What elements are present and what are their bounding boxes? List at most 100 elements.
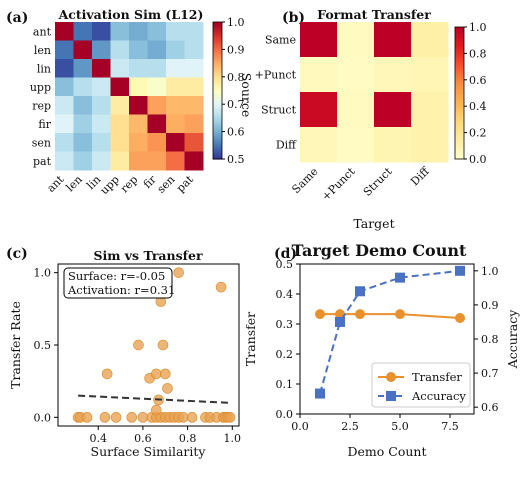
scatter-point — [126, 412, 138, 423]
heatmap-b — [300, 22, 449, 163]
colorbar-step — [455, 97, 464, 101]
colorbar-step — [213, 147, 222, 151]
heatmap-cell — [147, 40, 167, 60]
colorbar-step — [213, 131, 222, 135]
heatmap-cell — [147, 133, 167, 152]
colorbar-step — [455, 51, 464, 54]
colorbar-step — [455, 145, 464, 149]
row-label: lin — [37, 62, 51, 75]
heatmap-a-row-labels: ant len lin upp rep fir sen pat — [30, 25, 52, 168]
y-tick-label: 1.0 — [34, 267, 52, 280]
colorbar-step — [455, 46, 464, 50]
colorbar-a: 0.5 0.6 0.7 0.8 0.9 1.0 — [212, 16, 245, 166]
x-tick-label: 5.0 — [391, 420, 409, 433]
colorbar-step — [213, 145, 222, 149]
heatmap-cell — [166, 40, 185, 60]
colorbar-step — [213, 22, 222, 25]
colorbar-step — [455, 152, 464, 156]
colorbar-tick-label: 0.6 — [469, 74, 487, 87]
heatmap-cell — [55, 133, 74, 152]
colorbar-step — [213, 140, 222, 144]
heatmap-cell — [73, 40, 93, 60]
colorbar-step — [455, 84, 464, 87]
row-label: Struct — [261, 104, 296, 117]
colorbar-step — [455, 106, 464, 109]
colorbar-step — [213, 37, 222, 41]
colorbar-tick-label: 0.6 — [227, 126, 245, 139]
heatmap-cell — [110, 22, 130, 41]
colorbar-step — [213, 58, 222, 62]
scatter-point — [151, 404, 162, 416]
col-label: pat — [174, 173, 196, 195]
y-tick-label: 0.0 — [276, 408, 294, 421]
heatmap-cell — [184, 133, 204, 152]
colorbar-step — [213, 122, 222, 126]
heatmap-cell — [110, 114, 130, 134]
colorbar-step — [213, 115, 222, 119]
colorbar-step — [213, 47, 222, 50]
colorbar-tick-label: 1.0 — [227, 16, 245, 29]
colorbar-step — [455, 110, 464, 114]
legend-marker — [386, 372, 396, 382]
series-point — [455, 265, 465, 276]
colorbar-frame — [454, 26, 465, 160]
panel-d-series — [315, 265, 465, 399]
heatmap-cell — [166, 22, 185, 41]
heatmap-cell — [55, 77, 74, 97]
y-tick-label: 0.1 — [276, 378, 294, 391]
colorbar-step — [455, 141, 464, 145]
colorbar-step — [455, 90, 464, 94]
colorbar-step — [455, 99, 464, 103]
scatter-point — [224, 412, 236, 423]
colorbar-tick-label: 0.8 — [227, 71, 245, 84]
heatmap-cell — [147, 59, 167, 78]
scatter-point — [133, 339, 144, 351]
colorbar-step — [213, 124, 222, 128]
heatmap-cell — [110, 77, 130, 97]
colorbar-step — [455, 38, 464, 41]
row-label: +Punct — [255, 69, 297, 82]
colorbar-step — [455, 130, 464, 134]
col-label: rep — [118, 173, 140, 195]
heatmap-cell — [129, 96, 148, 115]
scatter-point — [177, 412, 189, 423]
series-point — [315, 388, 325, 399]
colorbar-step — [455, 77, 464, 81]
heatmap-cell — [184, 59, 204, 78]
scatter-point — [151, 368, 162, 380]
colorbar-step — [455, 40, 464, 43]
heatmap-cell — [337, 127, 375, 163]
colorbar-step — [213, 72, 222, 76]
series-point — [395, 272, 405, 283]
legend-entries: Transfer Accuracy — [378, 370, 466, 403]
series-point — [355, 309, 365, 320]
colorbar-step — [213, 149, 222, 153]
colorbar-step — [455, 68, 464, 72]
colorbar-step — [455, 123, 464, 127]
colorbar-step — [455, 73, 464, 76]
colorbar-step — [213, 154, 222, 158]
col-label: Diff — [408, 164, 432, 188]
colorbar-step — [455, 150, 464, 153]
heatmap-cell — [55, 22, 74, 41]
row-label: Same — [265, 34, 296, 47]
heatmap-cell — [129, 40, 148, 60]
colorbar-step — [213, 156, 222, 160]
colorbar-tick-label: 0.7 — [227, 98, 245, 111]
colorbar-step — [455, 79, 464, 83]
heatmap-cell — [110, 151, 130, 171]
heatmap-cell — [411, 127, 449, 163]
x-tick-label: 1.0 — [224, 432, 242, 445]
colorbar-step — [213, 60, 222, 64]
colorbar-step — [455, 128, 464, 131]
heatmap-a — [55, 22, 204, 171]
colorbar-step — [213, 40, 222, 44]
colorbar-step — [213, 120, 222, 124]
colorbar-step — [455, 27, 464, 30]
panel-c-ylabel: Transfer Rate — [8, 301, 23, 389]
scatter-point — [215, 281, 227, 293]
colorbar-step — [213, 99, 222, 103]
colorbar-step — [213, 95, 222, 98]
